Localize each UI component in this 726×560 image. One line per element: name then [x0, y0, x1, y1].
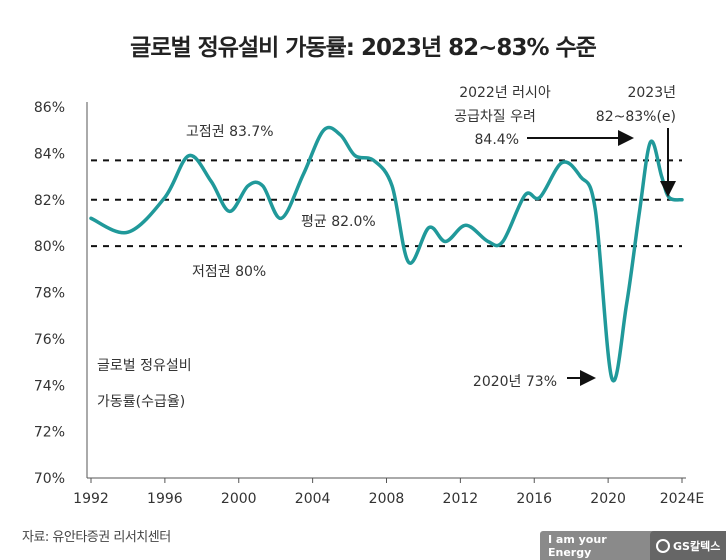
source-note: 자료: 유안타증권 리서치센터	[22, 530, 171, 545]
reference-label: 저점권 80%	[192, 264, 266, 280]
y-tick-label: 76%	[34, 332, 65, 348]
x-tick-label: 2004	[295, 491, 331, 507]
annotation-text: 2023년	[627, 85, 676, 101]
y-tick-label: 70%	[34, 471, 65, 487]
x-tick-label: 2016	[516, 491, 552, 507]
series-line	[89, 125, 684, 383]
y-tick-label: 80%	[34, 239, 65, 255]
logo-brand: GS칼텍스	[673, 539, 721, 553]
annotation-text: 2022년 러시아	[459, 85, 551, 101]
y-tick-label: 78%	[34, 286, 65, 302]
reference-label: 고점권 83.7%	[186, 124, 274, 140]
y-tick-label: 84%	[34, 146, 65, 162]
y-axis-label: 글로벌 정유설비	[97, 358, 192, 374]
x-tick-label: 2020	[590, 491, 626, 507]
x-tick-label: 2000	[221, 491, 257, 507]
x-tick-label: 2008	[369, 491, 405, 507]
x-tick-label: 2012	[443, 491, 479, 507]
chart-title: 글로벌 정유설비 가동률: 2023년 82~83% 수준	[130, 35, 597, 61]
reference-label: 평균 82.0%	[301, 214, 376, 230]
brand-logo: I am your Energy GS칼텍스	[540, 531, 726, 560]
logo-slogan: I am your Energy	[548, 532, 607, 559]
y-tick-label: 82%	[34, 193, 65, 209]
x-tick-label: 1996	[147, 491, 183, 507]
x-tick-label: 2024E	[660, 491, 704, 507]
annotation-text: 84.4%	[475, 132, 519, 148]
y-tick-label: 72%	[34, 425, 65, 441]
gs-logo-icon	[656, 538, 670, 553]
annotation-text: 공급차질 우려	[454, 109, 536, 125]
y-tick-label: 86%	[34, 100, 65, 116]
annotation-text: 82~83%(e)	[596, 109, 676, 125]
annotation-text: 2020년 73%	[473, 374, 557, 390]
y-tick-label: 74%	[34, 378, 65, 394]
y-axis-label: 가동률(수급율)	[97, 394, 185, 410]
x-tick-label: 1992	[73, 491, 109, 507]
